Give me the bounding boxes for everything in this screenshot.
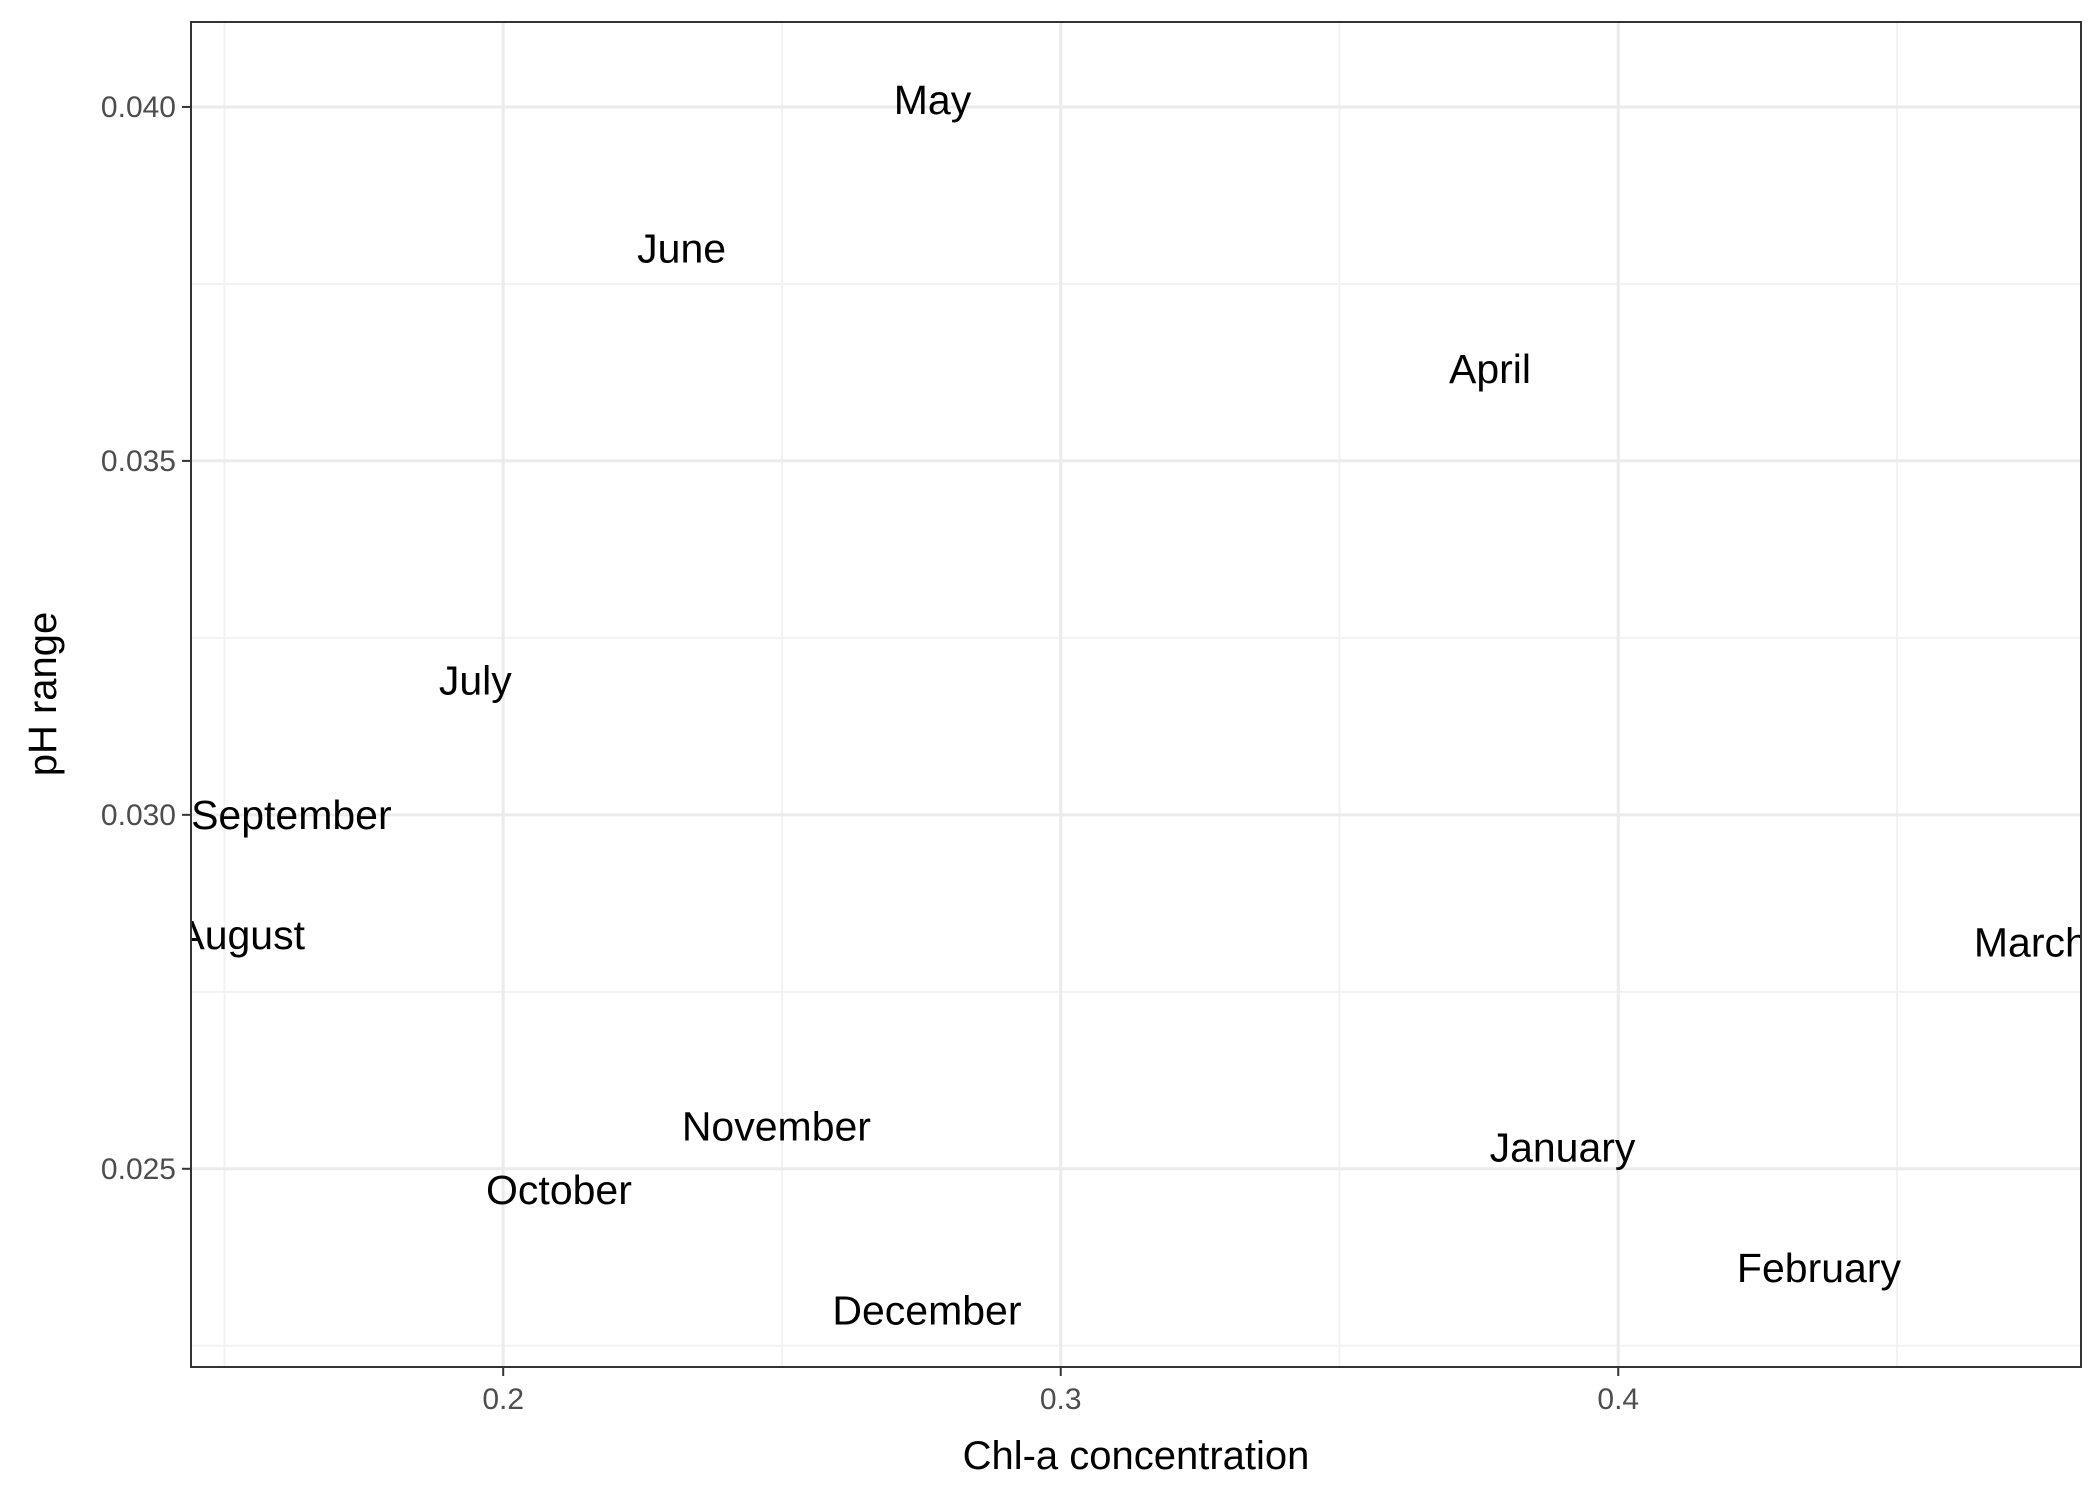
point-label-march: March xyxy=(1974,919,2088,965)
x-tick-label: 0.2 xyxy=(482,1383,524,1416)
y-tick-label: 0.040 xyxy=(101,91,176,124)
point-label-october: October xyxy=(486,1167,632,1213)
point-label-december: December xyxy=(832,1287,1021,1333)
minor-gridlines xyxy=(191,22,2081,1367)
point-label-july: July xyxy=(439,657,512,703)
point-labels: January February March April May June July Augu… xyxy=(177,77,2088,1333)
point-label-january: January xyxy=(1490,1125,1636,1171)
panel-background xyxy=(191,22,2081,1367)
panel-border xyxy=(190,21,2082,1368)
point-label-august: August xyxy=(177,912,305,958)
point-label-may: May xyxy=(894,77,972,123)
x-axis-title: Chl-a concentration xyxy=(963,1434,1310,1478)
point-label-june: June xyxy=(637,226,726,272)
point-label-september: September xyxy=(191,792,392,838)
y-tick-label: 0.030 xyxy=(101,799,176,832)
x-axis: 0.2 0.3 0.4 xyxy=(482,1367,1639,1416)
y-tick-label: 0.025 xyxy=(101,1153,176,1186)
point-label-april: April xyxy=(1449,346,1531,392)
y-tick-label: 0.035 xyxy=(101,445,176,478)
x-tick-label: 0.3 xyxy=(1040,1383,1082,1416)
x-tick-label: 0.4 xyxy=(1597,1383,1639,1416)
y-axis-title: pH range xyxy=(21,612,65,777)
y-axis: 0.025 0.030 0.035 0.040 xyxy=(101,91,191,1186)
point-label-november: November xyxy=(682,1103,871,1149)
point-label-february: February xyxy=(1737,1245,1902,1291)
major-gridlines xyxy=(191,22,2081,1367)
